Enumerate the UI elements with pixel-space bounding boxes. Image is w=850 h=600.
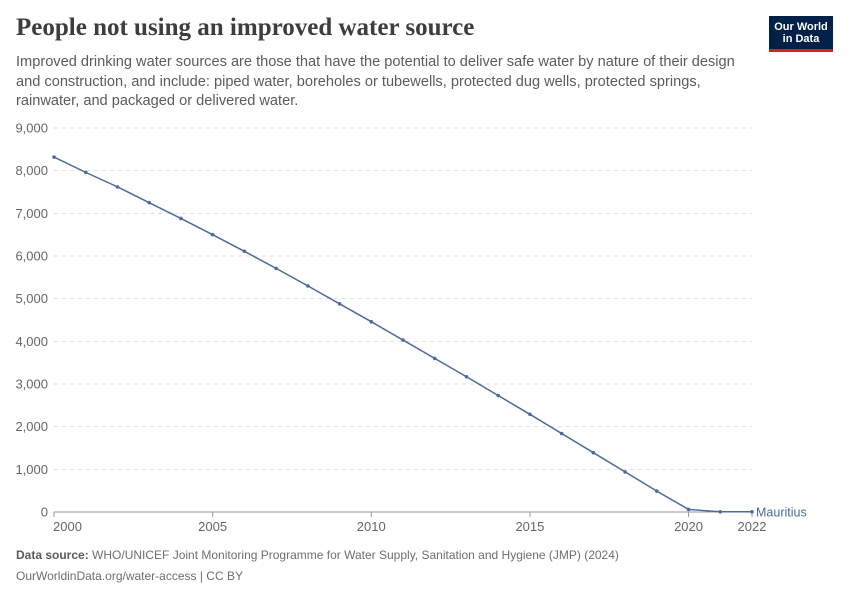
chart-subtitle: Improved drinking water sources are thos…: [16, 54, 735, 109]
data-point: [83, 170, 88, 175]
y-tick-label: 0: [41, 505, 48, 520]
data-point: [528, 412, 532, 417]
gridlines: [54, 127, 752, 470]
y-tick-label: 5,000: [15, 291, 48, 306]
y-tick-label: 3,000: [15, 377, 48, 392]
data-point: [115, 185, 120, 189]
data-point: [337, 301, 342, 306]
x-tick-label: 2005: [198, 519, 227, 534]
data-source: Data source: WHO/UNICEF Joint Monitoring…: [16, 548, 619, 562]
x-tick-label: 2020: [674, 519, 703, 534]
data-point: [750, 509, 754, 514]
data-point: [559, 431, 564, 436]
x-tick-label: 2000: [53, 519, 82, 534]
logo-line-2: in Data: [782, 33, 820, 45]
data-point: [591, 450, 596, 455]
x-axis: 2000 2005 2010 2015 2020 2022: [53, 511, 767, 534]
owid-logo[interactable]: Our World in Data: [769, 16, 833, 52]
y-axis: 0 1,000 2,000 3,000 4,000 5,000 6,000 7,000 8,00…: [15, 121, 48, 520]
y-tick-label: 1,000: [15, 462, 48, 477]
url-license[interactable]: OurWorldinData.org/water-access | CC BY: [16, 569, 243, 583]
data-point: [496, 393, 500, 398]
data-point: [147, 200, 151, 205]
y-tick-label: 2,000: [15, 419, 48, 434]
x-tick-label: 2010: [357, 519, 386, 534]
data-point: [623, 470, 627, 474]
y-tick-label: 6,000: [15, 249, 48, 264]
series-line: [53, 156, 752, 513]
data-point: [52, 155, 56, 159]
x-tick-label: 2022: [738, 519, 767, 534]
data-source-label: Data source:: [16, 548, 89, 562]
data-point: [369, 319, 374, 324]
data-source-text: WHO/UNICEF Joint Monitoring Programme fo…: [92, 548, 619, 562]
data-point: [686, 507, 691, 512]
data-point: [242, 249, 247, 254]
data-point: [210, 232, 215, 237]
y-tick-label: 4,000: [15, 334, 48, 349]
chart-title: People not using an improved water sourc…: [16, 14, 475, 41]
data-point: [179, 216, 183, 221]
data-point: [655, 489, 659, 493]
y-tick-label: 7,000: [15, 206, 48, 221]
series-mauritius[interactable]: Mauritius: [52, 155, 807, 519]
data-point: [401, 338, 405, 342]
y-tick-label: 8,000: [15, 163, 48, 178]
y-tick-label: 9,000: [15, 121, 48, 136]
data-point: [306, 284, 310, 288]
data-point: [464, 374, 469, 379]
data-point: [432, 356, 437, 361]
x-tick-label: 2015: [515, 519, 544, 534]
data-point: [274, 266, 278, 271]
series-label-mauritius: Mauritius: [756, 505, 807, 519]
data-point: [718, 509, 723, 514]
logo-line-1: Our World: [774, 21, 828, 33]
